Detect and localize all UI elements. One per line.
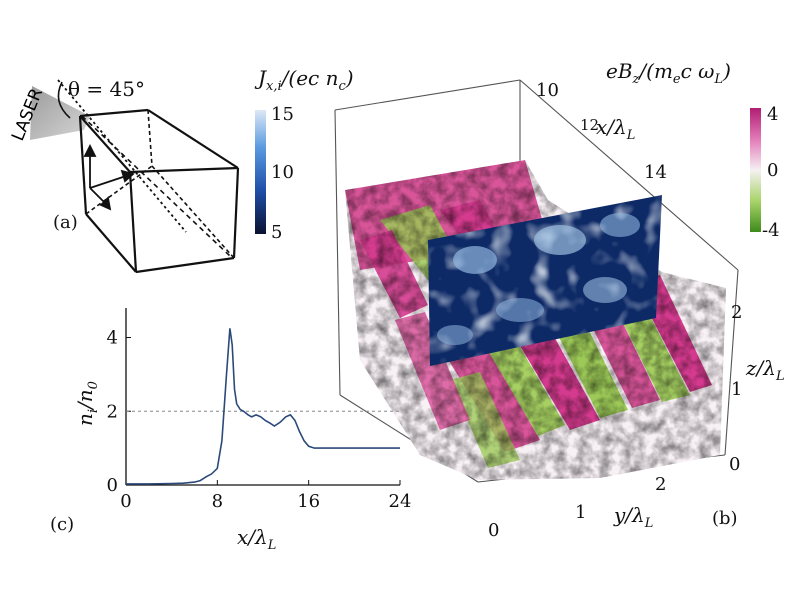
z-axis: 0 1 2 z/λL [729,302,785,475]
y-tick-label: 2 [107,401,118,422]
field-colorbar-ticks: 4 0 -4 [762,104,780,241]
current-colorbar [255,110,266,234]
current-colorbar-title: Jx,i/(ec nc) [254,66,354,94]
y-axis-label: y/λL [613,503,653,531]
panel-c-label: (c) [50,514,74,535]
panel-b-label: (b) [712,508,738,529]
current-colorbar-ticks: 15 10 5 [271,104,294,243]
z-tick: 1 [731,379,742,400]
x-tick: 10 [536,80,559,101]
target-box [78,108,240,274]
normal-line [57,79,187,233]
field-colorbar [750,108,761,232]
angle-arc [57,81,71,119]
field-colorbar-title: eBz/(mec ωL) [606,59,731,87]
field-tick: 4 [767,104,778,125]
current-tick: 15 [271,104,294,125]
current-tick: 10 [271,162,294,183]
z-axis-label: z/λL [745,356,785,384]
current-tick: 5 [271,222,282,243]
angle-label: θ = 45° [68,77,145,101]
y-tick: 2 [655,474,666,495]
beam-axis-line [81,115,231,257]
axis-arrows [83,143,135,211]
plot-c-y-label: ni/n0 [73,381,101,426]
y-tick: 0 [488,520,499,541]
plot-c-x-label: x/λL [237,525,276,553]
field-tick: 0 [767,160,778,181]
panel-a-label: (a) [53,212,78,233]
x-tick-label: 16 [297,491,320,512]
z-tick: 0 [729,454,740,475]
y-tick-label: 4 [107,328,118,349]
x-axis: 10 12 14 x/λL [536,80,667,183]
x-tick-label: 8 [212,491,223,512]
x-axis-label: x/λL [596,115,635,143]
panel-a: LASER θ = 45° (a) [8,77,240,274]
x-tick: 12 [580,116,599,134]
density-series-line [126,328,400,485]
y-axis: 0 1 2 y/λL [488,474,666,541]
x-tick: 14 [644,162,667,183]
y-tick-label: 0 [107,475,118,496]
panel-b: Jx,i/(ec nc) 15 10 5 eBz/(mec ωL) 4 0 -4 [254,59,785,541]
laser-beam [30,86,90,140]
z-tick: 2 [731,302,742,323]
y-tick: 1 [575,502,586,523]
field-tick: -4 [762,220,780,241]
x-tick-label: 24 [389,491,412,512]
x-tick-label: 0 [120,491,131,512]
